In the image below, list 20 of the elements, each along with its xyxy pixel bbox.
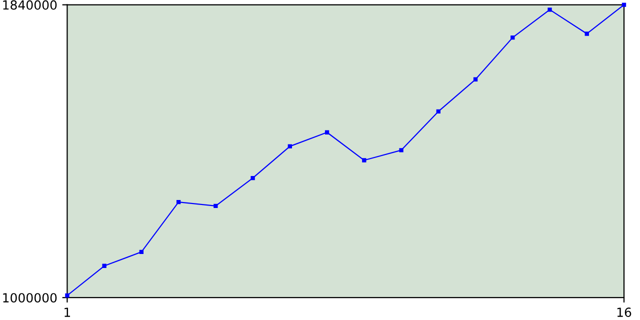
- point: [436, 109, 440, 114]
- y-tick-label: 1000000: [3, 293, 57, 303]
- point: [102, 264, 106, 268]
- point: [473, 77, 478, 82]
- point: [548, 8, 552, 12]
- point: [214, 204, 218, 208]
- point: [622, 2, 626, 7]
- point: [176, 200, 181, 204]
- point: [362, 158, 366, 162]
- point: [288, 144, 292, 148]
- point: [139, 250, 144, 254]
- point: [250, 176, 255, 180]
- point: [510, 35, 515, 40]
- point: [399, 148, 404, 152]
- point: [324, 130, 330, 134]
- x-tick-label: 16: [617, 308, 632, 317]
- x-tick-label: 1: [64, 308, 70, 317]
- y-tick-label: 1840000: [3, 0, 57, 10]
- point: [65, 293, 70, 298]
- point: [584, 32, 589, 36]
